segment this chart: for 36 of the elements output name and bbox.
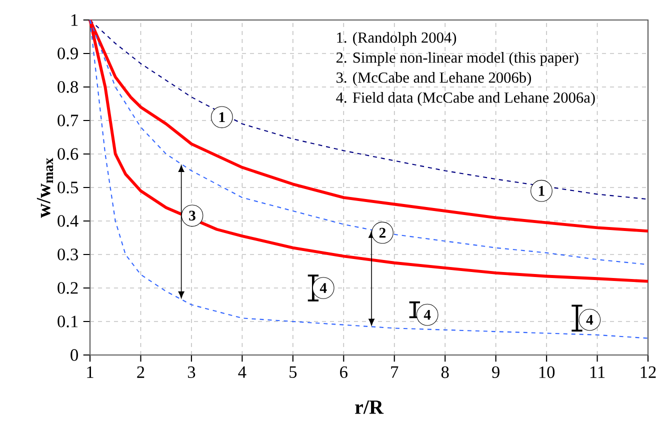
- annotation: 3. (McCabe and Lehane 2006b): [336, 72, 531, 86]
- annotation: 4: [586, 315, 594, 325]
- y-tick-label: 0.3: [58, 248, 78, 260]
- y-tick-label: 0.7: [58, 114, 78, 126]
- x-tick-label: 12: [640, 366, 656, 378]
- y-axis-title: w/w$_{max}$: [36, 158, 54, 218]
- x-tick-label: 5: [290, 366, 297, 378]
- x-tick-label: 2: [137, 366, 144, 378]
- x-tick-label: 6: [340, 366, 348, 378]
- y-tick-label: 0.6: [58, 148, 78, 160]
- annotation: 4: [424, 310, 431, 320]
- annotation: 1. (Randolph 2004): [337, 32, 456, 46]
- y-tick-label: 0.1: [58, 316, 78, 328]
- x-tick-label: 8: [441, 366, 449, 378]
- x-tick-label: 3: [188, 366, 196, 378]
- annotation: 2. Simple non-linear model (this paper): [336, 52, 578, 66]
- y-tick-label: 0.4: [58, 215, 78, 227]
- y-tick-label: 1: [71, 14, 78, 26]
- y-tick-label: 0.9: [58, 48, 78, 60]
- annotation: 2: [379, 228, 386, 238]
- y-tick-label: 0: [70, 349, 78, 361]
- annotation: 3: [189, 210, 196, 221]
- x-axis-title: r/R: [355, 400, 384, 414]
- x-tick-label: 4: [238, 366, 246, 378]
- annotation: 4: [320, 283, 327, 293]
- y-tick-label: 0.8: [58, 81, 78, 93]
- annotation: 1: [538, 186, 544, 196]
- y-tick-label: 0.2: [58, 282, 78, 294]
- x-tick-label: 1: [87, 366, 94, 378]
- x-tick-label: 11: [590, 366, 605, 378]
- x-tick-label: 10: [539, 366, 555, 378]
- x-tick-label: 7: [391, 366, 398, 378]
- annotation: 4. Field data (McCabe and Lehane 2006a): [336, 92, 595, 106]
- annotation: 1: [219, 112, 225, 122]
- y-tick-label: 0.5: [58, 182, 78, 194]
- x-tick-label: 9: [492, 366, 500, 378]
